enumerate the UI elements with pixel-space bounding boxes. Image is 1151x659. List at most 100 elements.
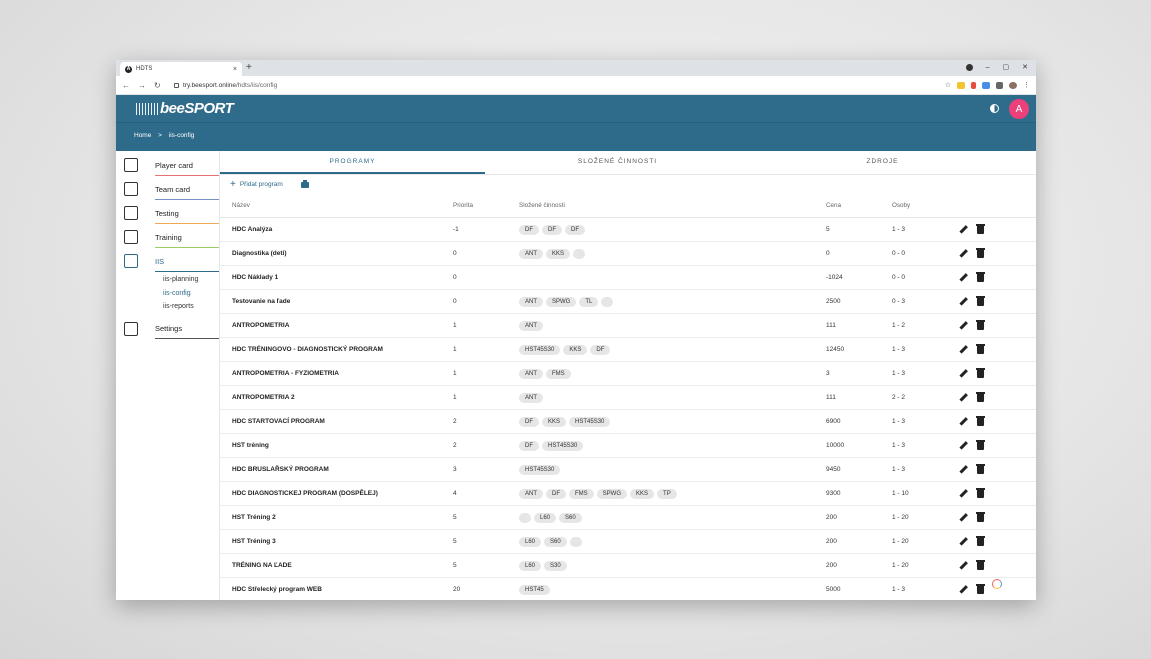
sidebar-item-settings[interactable]: Settings xyxy=(116,317,219,341)
table-row[interactable]: HST tréning 2 DF HST45S30 10000 1 - 3 xyxy=(220,434,1036,458)
delete-icon[interactable] xyxy=(976,512,985,522)
menu-icon[interactable]: ⋮ xyxy=(1023,82,1030,89)
breadcrumb-home[interactable]: Home xyxy=(134,132,152,139)
record-icon[interactable] xyxy=(965,64,973,71)
table-row[interactable]: HDC TRÉNINGOVO - DIAGNOSTICKÝ PROGRAM 1 HS… xyxy=(220,338,1036,362)
table-row[interactable]: ANTROPOMETRIA 1 ANT 111 1 - 2 xyxy=(220,314,1036,338)
header-priority[interactable]: Priorita xyxy=(453,202,473,209)
program-priority: 2 xyxy=(453,418,457,425)
table-row[interactable]: ANTROPOMETRIA - FYZIOMETRIA 1 ANT FMS 3 1 - 3 xyxy=(220,362,1036,386)
program-price: 6900 xyxy=(826,418,841,425)
program-price: 10000 xyxy=(826,442,845,449)
table-row[interactable]: Diagnostika (deti) 0 ANT KKS 0 0 - 0 xyxy=(220,242,1036,266)
header-name[interactable]: Název xyxy=(232,202,250,209)
delete-icon[interactable] xyxy=(976,488,985,498)
edit-icon[interactable] xyxy=(958,441,967,450)
delete-icon[interactable] xyxy=(976,416,985,426)
delete-icon[interactable] xyxy=(976,392,985,402)
extension-mail-icon[interactable] xyxy=(957,81,965,89)
puzzle-icon[interactable] xyxy=(996,81,1003,89)
edit-icon[interactable] xyxy=(958,369,967,378)
sidebar-item-testing[interactable]: Testing xyxy=(116,201,219,225)
delete-icon[interactable] xyxy=(976,296,985,306)
new-tab-button[interactable]: + xyxy=(246,62,252,73)
sidebar-sub-iis-config[interactable]: iis-config xyxy=(163,289,191,297)
sidebar-item-player-card[interactable]: Player card xyxy=(116,153,219,177)
breadcrumb-current: iis-config xyxy=(168,132,195,139)
maximize-button[interactable]: ▢ xyxy=(1002,64,1010,71)
sidebar-item-training[interactable]: Training xyxy=(116,225,219,249)
edit-icon[interactable] xyxy=(958,465,967,474)
browser-tab[interactable]: A HDTS × xyxy=(120,62,242,76)
edit-icon[interactable] xyxy=(958,561,967,570)
sidebar-sub-iis-reports[interactable]: iis-reports xyxy=(163,303,194,311)
sidebar-item-team-card[interactable]: Team card xyxy=(116,177,219,201)
close-tab-icon[interactable]: × xyxy=(232,65,237,73)
edit-icon[interactable] xyxy=(958,489,967,498)
delete-icon[interactable] xyxy=(976,224,985,234)
table-row[interactable]: TRÉNING NA ĽADE 5 L60 S30 200 1 - 20 xyxy=(220,554,1036,578)
edit-icon[interactable] xyxy=(958,321,967,330)
table-row[interactable]: HDC Střelecký program WEB 20 HST45 5000 1 - … xyxy=(220,578,1036,600)
header-persons[interactable]: Osoby xyxy=(892,202,911,209)
table-row[interactable]: HST Tréning 2 5 L60 S60 200 1 - 20 xyxy=(220,506,1036,530)
delete-icon[interactable] xyxy=(976,248,985,258)
edit-icon[interactable] xyxy=(958,537,967,546)
profile-icon[interactable] xyxy=(1009,81,1017,89)
delete-icon[interactable] xyxy=(976,584,985,594)
tab-zdroje[interactable]: ZDROJE xyxy=(866,158,899,165)
program-price: 2500 xyxy=(826,298,841,305)
edit-icon[interactable] xyxy=(958,417,967,426)
table-row[interactable]: HDC Náklady 1 0 -1024 0 - 0 xyxy=(220,266,1036,290)
sidebar-item-iis[interactable]: IIS xyxy=(116,249,219,273)
reload-icon[interactable]: ↻ xyxy=(154,80,161,90)
edit-icon[interactable] xyxy=(958,393,967,402)
star-icon[interactable]: ☆ xyxy=(944,82,951,89)
extension-translate-icon[interactable] xyxy=(982,81,990,89)
program-name: Diagnostika (deti) xyxy=(232,250,287,257)
print-icon[interactable] xyxy=(300,179,309,188)
back-icon[interactable]: ← xyxy=(122,80,130,90)
delete-icon[interactable] xyxy=(976,344,985,354)
delete-icon[interactable] xyxy=(976,464,985,474)
help-widget-icon[interactable] xyxy=(992,579,1002,589)
delete-icon[interactable] xyxy=(976,368,985,378)
activity-chip: FMS xyxy=(546,368,571,379)
delete-icon[interactable] xyxy=(976,320,985,330)
minimize-button[interactable]: – xyxy=(985,64,990,71)
table-row[interactable]: Testovanie na ľade 0 ANT SPWG TL 2500 0 - 3 xyxy=(220,290,1036,314)
program-priority: 0 xyxy=(453,274,457,281)
edit-icon[interactable] xyxy=(958,297,967,306)
table-row[interactable]: HDC DIAGNOSTICKEJ PROGRAM (DOSPĚLEJ) 4 ANT… xyxy=(220,482,1036,506)
add-program-button[interactable]: Přidat program xyxy=(239,181,283,188)
delete-icon[interactable] xyxy=(976,440,985,450)
edit-icon[interactable] xyxy=(958,225,967,234)
table-row[interactable]: HDC STARTOVACÍ PROGRAM 2 DF KKS HST45S30 6900… xyxy=(220,410,1036,434)
forward-icon[interactable]: → xyxy=(138,80,146,90)
delete-icon[interactable] xyxy=(976,272,985,282)
contrast-icon[interactable] xyxy=(990,104,999,113)
logo[interactable]: beeSPORT xyxy=(136,100,234,117)
sidebar-sub-iis-planning[interactable]: iis-planning xyxy=(163,276,199,284)
edit-icon[interactable] xyxy=(958,273,967,282)
tab-programy[interactable]: PROGRAMY xyxy=(220,151,485,174)
program-activities: ANT KKS xyxy=(519,248,826,259)
table-row[interactable]: HST Tréning 3 5 L60 S60 200 1 - 20 xyxy=(220,530,1036,554)
table-row[interactable]: HDC BRUSLAŘSKÝ PROGRAM 3 HST45S30 9450 1 - 3 xyxy=(220,458,1036,482)
edit-icon[interactable] xyxy=(958,345,967,354)
close-window-button[interactable]: ✕ xyxy=(1022,64,1028,71)
tab-slozene-cinnosti[interactable]: SLOŽENÉ ČINNOSTI xyxy=(577,158,658,165)
delete-icon[interactable] xyxy=(976,560,985,570)
extension-red-icon[interactable] xyxy=(971,81,976,89)
table-row[interactable]: ANTROPOMETRIA 2 1 ANT 111 2 - 2 xyxy=(220,386,1036,410)
edit-icon[interactable] xyxy=(958,249,967,258)
delete-icon[interactable] xyxy=(976,536,985,546)
url-field[interactable]: try.beesport.online/hdts/iis/config xyxy=(174,82,945,89)
activity-chip: DF xyxy=(565,224,585,235)
table-row[interactable]: HDC Analýza -1 DF DF DF 5 1 - 3 xyxy=(220,218,1036,242)
header-price[interactable]: Cena xyxy=(826,202,842,209)
url-host: try.beesport.online xyxy=(183,81,236,89)
edit-icon[interactable] xyxy=(958,513,967,522)
avatar[interactable]: A xyxy=(1009,99,1029,119)
edit-icon[interactable] xyxy=(958,585,967,594)
